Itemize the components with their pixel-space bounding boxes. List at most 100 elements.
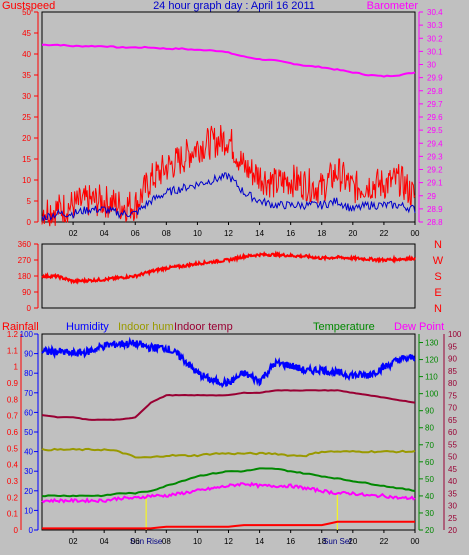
rain-tick-label: 0 [14, 526, 19, 535]
climate-x-tick-label: 12 [224, 537, 233, 546]
gust-tick-label: 25 [22, 113, 31, 122]
temp-green-tick-label: 50 [425, 475, 434, 484]
barometer-tick-label: 30.2 [427, 34, 443, 43]
graph-title: 24 hour graph day : April 16 2011 [153, 0, 315, 12]
temp-maroon-tick-label: 95 [448, 342, 457, 351]
wind-x-tick-label: 12 [224, 229, 233, 238]
temp-maroon-tick-label: 20 [448, 526, 457, 535]
gust-tick-label: 35 [22, 71, 31, 80]
direction-panel-frame [41, 243, 416, 309]
climate-x-tick-label: 20 [348, 537, 357, 546]
gust-line [41, 124, 416, 227]
temperature-line [41, 467, 416, 498]
temp-maroon-tick-label: 65 [448, 416, 457, 425]
temp-maroon-tick-label: 30 [448, 502, 457, 511]
dew-point-line [41, 481, 416, 504]
direction-tick-label: 90 [22, 288, 31, 297]
rain-tick-label: 0.9 [7, 379, 19, 388]
temp-green-tick-label: 130 [425, 339, 439, 348]
rain-tick-label: 1.2 [7, 330, 19, 339]
temp-maroon-tick-label: 90 [448, 355, 457, 364]
direction-tick-label: 270 [18, 256, 32, 265]
legend-3: Indoor temp [174, 321, 233, 333]
barometer-tick-label: 30 [427, 61, 436, 70]
wind-panel-frame [41, 11, 416, 223]
gust-tick-label: 0 [27, 218, 32, 227]
rain-tick-label: 0.2 [7, 493, 19, 502]
climate-x-tick-label: 16 [286, 537, 295, 546]
climate-x-tick-label: 14 [255, 537, 264, 546]
temp-maroon-tick-label: 40 [448, 477, 457, 486]
gustspeed-label: Gustspeed [2, 0, 55, 12]
wind-x-tick-label: 08 [162, 229, 171, 238]
barometer-tick-label: 28.8 [427, 218, 443, 227]
temp-maroon-tick-label: 70 [448, 404, 457, 413]
rain-tick-label: 0.1 [7, 510, 19, 519]
temp-maroon-tick-label: 75 [448, 391, 457, 400]
climate-x-tick-label: 18 [317, 537, 326, 546]
wind-x-tick-label: 10 [193, 229, 202, 238]
temp-green-tick-label: 100 [425, 390, 439, 399]
wind-x-tick-label: 06 [131, 229, 140, 238]
temp-green-tick-label: 30 [425, 509, 434, 518]
rain-tick-label: 0.5 [7, 444, 19, 453]
barometer-tick-label: 29 [427, 192, 436, 201]
gust-tick-label: 30 [22, 92, 31, 101]
barometer-tick-label: 29.6 [427, 113, 443, 122]
humidity-tick-label: 80 [24, 369, 33, 378]
humidity-tick-label: 70 [24, 389, 33, 398]
barometer-tick-label: 30.3 [427, 21, 443, 30]
climate-x-tick-label: 22 [379, 537, 388, 546]
barometer-tick-label: 29.5 [427, 126, 443, 135]
climate-x-tick-label: Sun Rise [130, 537, 163, 546]
temp-maroon-tick-label: 85 [448, 367, 457, 376]
temp-maroon-tick-label: 80 [448, 379, 457, 388]
temp-green-tick-label: 90 [425, 407, 434, 416]
wind-x-tick-label: 02 [69, 229, 78, 238]
rainfall-line [42, 520, 415, 530]
wind-x-tick-label: 00 [411, 229, 420, 238]
wind-x-tick-label: 16 [286, 229, 295, 238]
humidity-tick-label: 50 [24, 428, 33, 437]
barometer-tick-label: 29.9 [427, 74, 443, 83]
temp-green-tick-label: 120 [425, 356, 439, 365]
climate-x-tick-label: 06 [131, 537, 140, 546]
legend-2: Indoor hum [118, 321, 174, 333]
temp-green-tick-label: 40 [425, 492, 434, 501]
rain-tick-label: 0.7 [7, 412, 19, 421]
temp-maroon-tick-label: 50 [448, 453, 457, 462]
climate-x-tick-label: 02 [69, 537, 78, 546]
humidity-tick-label: 0 [29, 526, 34, 535]
rain-tick-label: 0.4 [7, 461, 19, 470]
rain-tick-label: 0.8 [7, 395, 19, 404]
barometer-tick-label: 29.2 [427, 166, 443, 175]
humidity-line [41, 336, 416, 389]
barometer-tick-label: 29.8 [427, 87, 443, 96]
humidity-tick-label: 100 [20, 330, 34, 339]
compass-letter: W [433, 255, 444, 267]
barometer-tick-label: 28.9 [427, 205, 443, 214]
temp-green-tick-label: 70 [425, 441, 434, 450]
rain-tick-label: 1.1 [7, 346, 19, 355]
temp-maroon-tick-label: 55 [448, 440, 457, 449]
barometer-tick-label: 30.1 [427, 47, 443, 56]
humidity-tick-label: 20 [24, 487, 33, 496]
temp-maroon-tick-label: 100 [448, 330, 462, 339]
humidity-tick-label: 90 [24, 350, 33, 359]
temp-green-tick-label: 80 [425, 424, 434, 433]
direction-tick-label: 0 [27, 304, 32, 313]
temp-maroon-tick-label: 25 [448, 514, 457, 523]
barometer-tick-label: 29.3 [427, 152, 443, 161]
indoor-temp-line [41, 389, 416, 421]
compass-letter: E [434, 287, 441, 299]
climate-x-tick-label: 04 [100, 537, 109, 546]
legend-0: Rainfall [2, 321, 39, 333]
humidity-tick-label: 40 [24, 448, 33, 457]
humidity-tick-label: 30 [24, 467, 33, 476]
wind-line [41, 172, 416, 222]
climate-x-tick-label: Sun Set [323, 537, 352, 546]
direction-tick-label: 180 [18, 272, 32, 281]
climate-x-tick-label: 00 [411, 537, 420, 546]
